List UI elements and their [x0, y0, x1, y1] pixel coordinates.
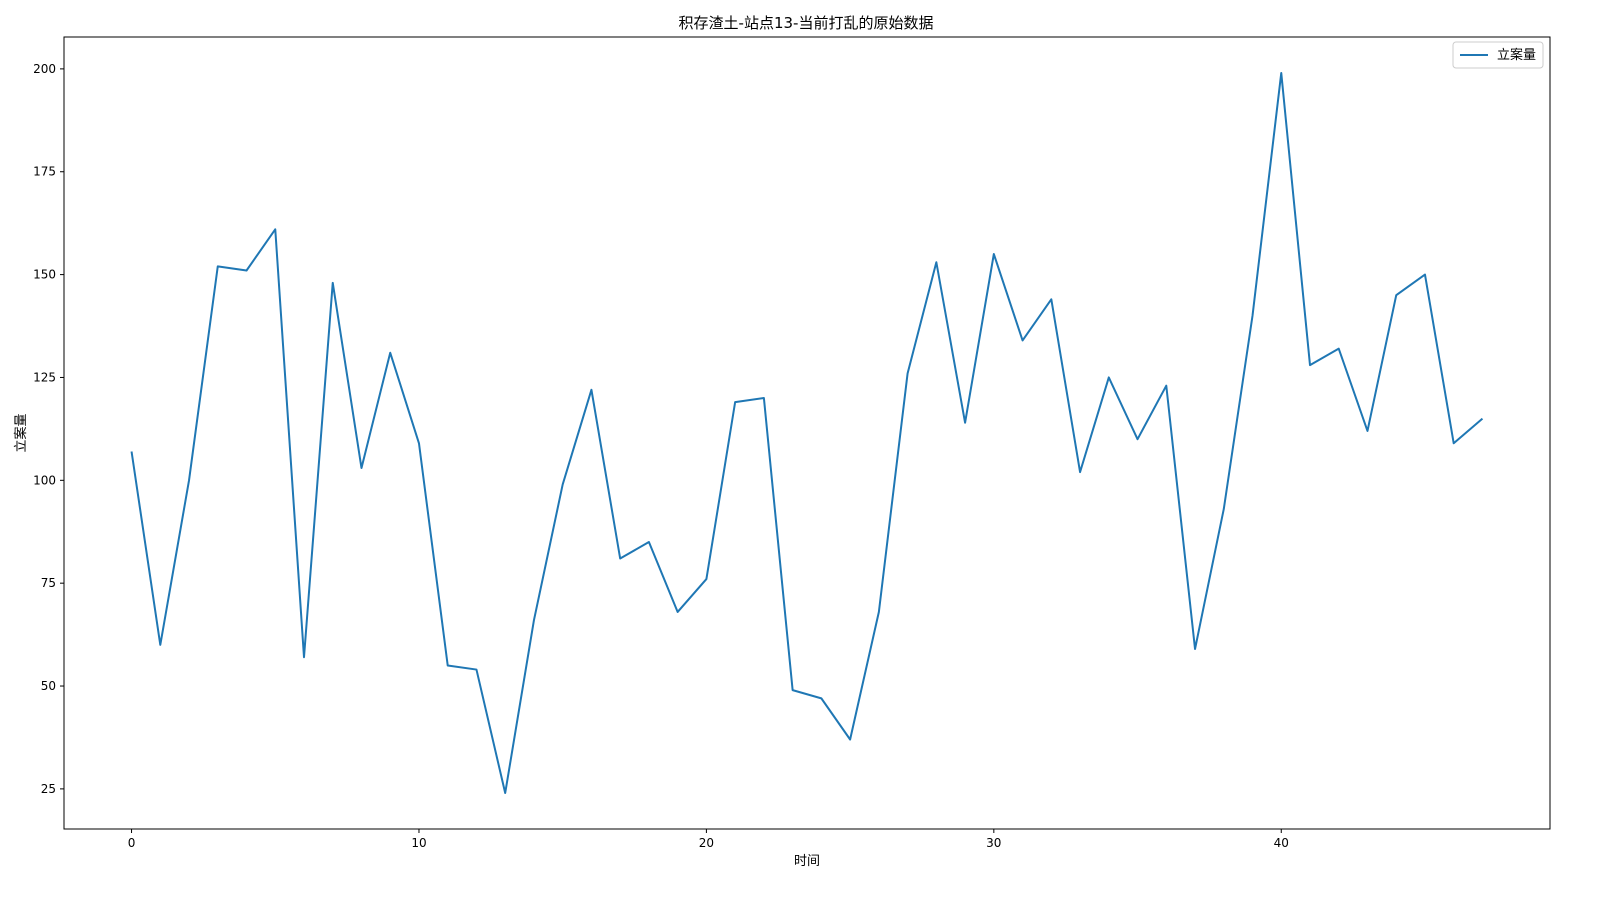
- data-point: [562, 483, 564, 485]
- data-point: [1280, 72, 1282, 74]
- data-point: [878, 611, 880, 613]
- data-point: [1137, 438, 1139, 440]
- data-point: [188, 479, 190, 481]
- data-point: [131, 451, 133, 453]
- y-tick-label: 50: [41, 679, 56, 693]
- data-point: [1453, 442, 1455, 444]
- legend: 立案量: [1452, 41, 1544, 69]
- data-point: [159, 644, 161, 646]
- x-tick-label: 20: [699, 836, 714, 850]
- data-point: [1223, 508, 1225, 510]
- data-point: [360, 467, 362, 469]
- data-point: [677, 611, 679, 613]
- data-point: [1194, 648, 1196, 650]
- x-tick-label: 40: [1274, 836, 1289, 850]
- data-point: [763, 397, 765, 399]
- y-tick-label: 100: [33, 473, 56, 487]
- y-tick-label: 200: [33, 62, 56, 76]
- legend-box: [1452, 41, 1544, 69]
- data-point: [590, 389, 592, 391]
- plot-area: [130, 72, 1484, 794]
- data-point: [475, 669, 477, 671]
- data-point: [1366, 430, 1368, 432]
- data-point: [648, 541, 650, 543]
- y-tick-label: 25: [41, 782, 56, 796]
- chart-title: 积存渣土-站点13-当前打乱的原始数据: [679, 14, 934, 32]
- data-point: [619, 557, 621, 559]
- data-point: [907, 372, 909, 374]
- data-point: [792, 689, 794, 691]
- data-point: [533, 619, 535, 621]
- data-point: [993, 253, 995, 255]
- data-point: [1108, 376, 1110, 378]
- data-point: [389, 352, 391, 354]
- data-point: [1252, 315, 1254, 317]
- y-axis-label: 立案量: [14, 413, 29, 452]
- data-point: [1022, 339, 1024, 341]
- y-tick-label: 150: [33, 268, 56, 282]
- data-point: [964, 422, 966, 424]
- data-point: [1338, 348, 1340, 350]
- data-point: [705, 578, 707, 580]
- x-axis: 0 10 20 30 40: [128, 829, 1289, 850]
- data-point: [274, 228, 276, 230]
- x-axis-label: 时间: [794, 854, 820, 869]
- y-tick-label: 175: [33, 165, 56, 179]
- data-point: [1079, 471, 1081, 473]
- data-point: [1309, 364, 1311, 366]
- data-point: [447, 664, 449, 666]
- y-tick-label: 75: [41, 576, 56, 590]
- data-point: [1481, 418, 1483, 420]
- data-point: [1050, 298, 1052, 300]
- data-point: [246, 269, 248, 271]
- data-point: [820, 697, 822, 699]
- data-point: [504, 792, 506, 794]
- data-point: [1395, 294, 1397, 296]
- data-point: [332, 282, 334, 284]
- plot-frame: [63, 36, 1551, 830]
- data-point: [1424, 274, 1426, 276]
- data-point: [935, 261, 937, 263]
- data-point: [1165, 385, 1167, 387]
- data-point: [217, 265, 219, 267]
- x-tick-label: 10: [411, 836, 426, 850]
- data-point: [734, 401, 736, 403]
- y-tick-label: 125: [33, 370, 56, 384]
- data-point: [418, 442, 420, 444]
- x-tick-label: 30: [986, 836, 1001, 850]
- legend-label: 立案量: [1497, 48, 1536, 63]
- data-point: [849, 739, 851, 741]
- x-tick-label: 0: [128, 836, 136, 850]
- data-point: [303, 656, 305, 658]
- y-axis: 25 50 75 100 125 150 175 200: [33, 62, 64, 796]
- series-line: [130, 72, 1484, 794]
